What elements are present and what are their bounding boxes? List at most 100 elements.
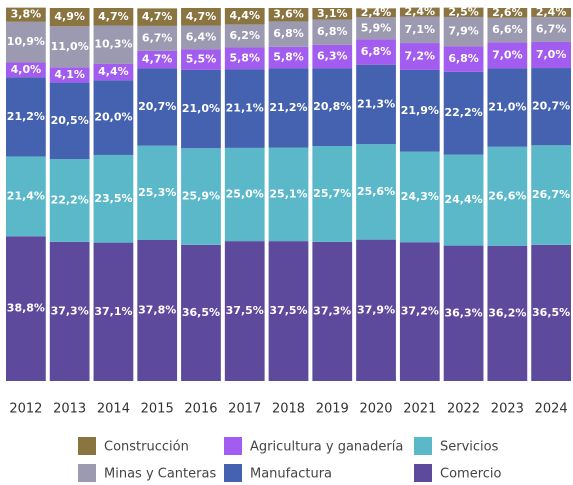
bar-segment	[137, 50, 178, 69]
value-label: 36,3%	[444, 306, 482, 319]
bar-segment	[531, 145, 571, 245]
bar-segment	[6, 156, 46, 237]
value-label: 5,5%	[186, 53, 217, 66]
bar-segment	[312, 68, 353, 147]
x-tick-label: 2017	[228, 402, 261, 417]
value-label: 7,0%	[492, 48, 523, 61]
bar-segment	[181, 49, 221, 70]
bar-segment	[399, 151, 440, 243]
value-label: 7,9%	[448, 25, 479, 38]
bar-segment	[6, 21, 46, 63]
bar-segment	[268, 21, 309, 47]
value-label: 36,5%	[182, 306, 220, 319]
bar-segment	[137, 25, 178, 51]
bar-segment	[181, 8, 221, 26]
value-label: 21,1%	[226, 102, 264, 115]
bar-segment	[312, 19, 353, 45]
bar-segment	[487, 146, 528, 246]
bar-segment	[93, 63, 134, 81]
value-label: 37,8%	[138, 304, 176, 317]
legend-swatch	[78, 464, 96, 482]
value-label: 25,9%	[182, 190, 220, 203]
bar-segment	[531, 16, 571, 42]
x-tick-label: 2024	[535, 402, 568, 417]
value-label: 26,6%	[488, 189, 526, 202]
value-label: 24,3%	[401, 190, 439, 203]
bar-segment	[487, 17, 528, 43]
value-label: 3,6%	[273, 8, 304, 21]
bar-segment	[312, 241, 353, 381]
bar-segment	[443, 71, 484, 155]
value-label: 22,2%	[444, 106, 482, 119]
bar-segment	[6, 62, 46, 78]
bar-segment	[531, 244, 571, 381]
bar-segment	[399, 69, 440, 152]
value-label: 21,2%	[7, 110, 45, 123]
bar-segment	[268, 147, 309, 242]
x-tick-label: 2018	[272, 402, 305, 417]
bar-segment	[487, 42, 528, 69]
value-label: 6,7%	[142, 31, 173, 44]
bar-segment	[181, 69, 221, 149]
bar-segment	[49, 26, 90, 68]
bar-segment	[268, 8, 309, 22]
bar-segment	[356, 17, 396, 40]
legend-label: Manufactura	[250, 467, 332, 482]
bar-segment	[93, 25, 134, 64]
x-tick-label: 2012	[9, 402, 42, 417]
bar-segment	[49, 8, 90, 27]
value-label: 37,2%	[401, 305, 439, 318]
x-tick-label: 2014	[97, 402, 130, 417]
value-label: 4,7%	[98, 10, 129, 23]
value-label: 37,9%	[357, 303, 395, 316]
bar-segment	[49, 67, 90, 83]
value-label: 4,1%	[54, 68, 85, 81]
legend-swatch	[224, 437, 242, 455]
value-label: 37,5%	[269, 304, 307, 317]
bar-segment	[224, 47, 265, 70]
value-label: 38,8%	[7, 302, 45, 315]
x-tick-label: 2023	[491, 402, 524, 417]
value-label: 2,4%	[536, 5, 567, 18]
bar-segment	[531, 8, 571, 17]
legend-swatch	[414, 437, 432, 455]
value-label: 6,2%	[229, 29, 260, 42]
value-label: 36,2%	[488, 306, 526, 319]
bar-segment	[443, 46, 484, 72]
bar-segment	[93, 80, 134, 155]
value-label: 21,4%	[7, 189, 45, 202]
bar-segment	[356, 39, 396, 65]
bar-segment	[49, 241, 90, 381]
value-label: 6,8%	[448, 52, 479, 65]
value-label: 3,8%	[11, 8, 42, 21]
bar-segment	[268, 241, 309, 381]
value-label: 23,5%	[94, 192, 132, 205]
bar-segment	[137, 68, 178, 146]
bar-segment	[356, 239, 396, 381]
value-label: 4,7%	[142, 10, 173, 23]
bar-segment	[224, 69, 265, 148]
bar-segment	[443, 7, 484, 17]
value-label: 2,5%	[448, 5, 479, 18]
x-tick-label: 2015	[141, 402, 174, 417]
bar-segment	[356, 64, 396, 145]
value-label: 2,4%	[361, 6, 392, 19]
bar-segment	[6, 236, 46, 381]
value-label: 2,4%	[405, 5, 436, 18]
bar-segment	[399, 43, 440, 70]
value-label: 4,0%	[11, 63, 42, 76]
value-label: 20,8%	[313, 100, 351, 113]
value-label: 20,7%	[532, 100, 570, 113]
value-label: 4,9%	[54, 10, 85, 23]
x-tick-label: 2016	[184, 402, 217, 417]
bar-segment	[224, 24, 265, 48]
value-label: 4,4%	[229, 9, 260, 22]
bar-segment	[181, 25, 221, 50]
value-label: 6,8%	[273, 27, 304, 40]
value-label: 4,4%	[98, 65, 129, 78]
bar-segment	[137, 145, 178, 241]
bar-segment	[93, 154, 134, 243]
value-label: 4,7%	[142, 53, 173, 66]
value-label: 11,0%	[51, 40, 89, 53]
